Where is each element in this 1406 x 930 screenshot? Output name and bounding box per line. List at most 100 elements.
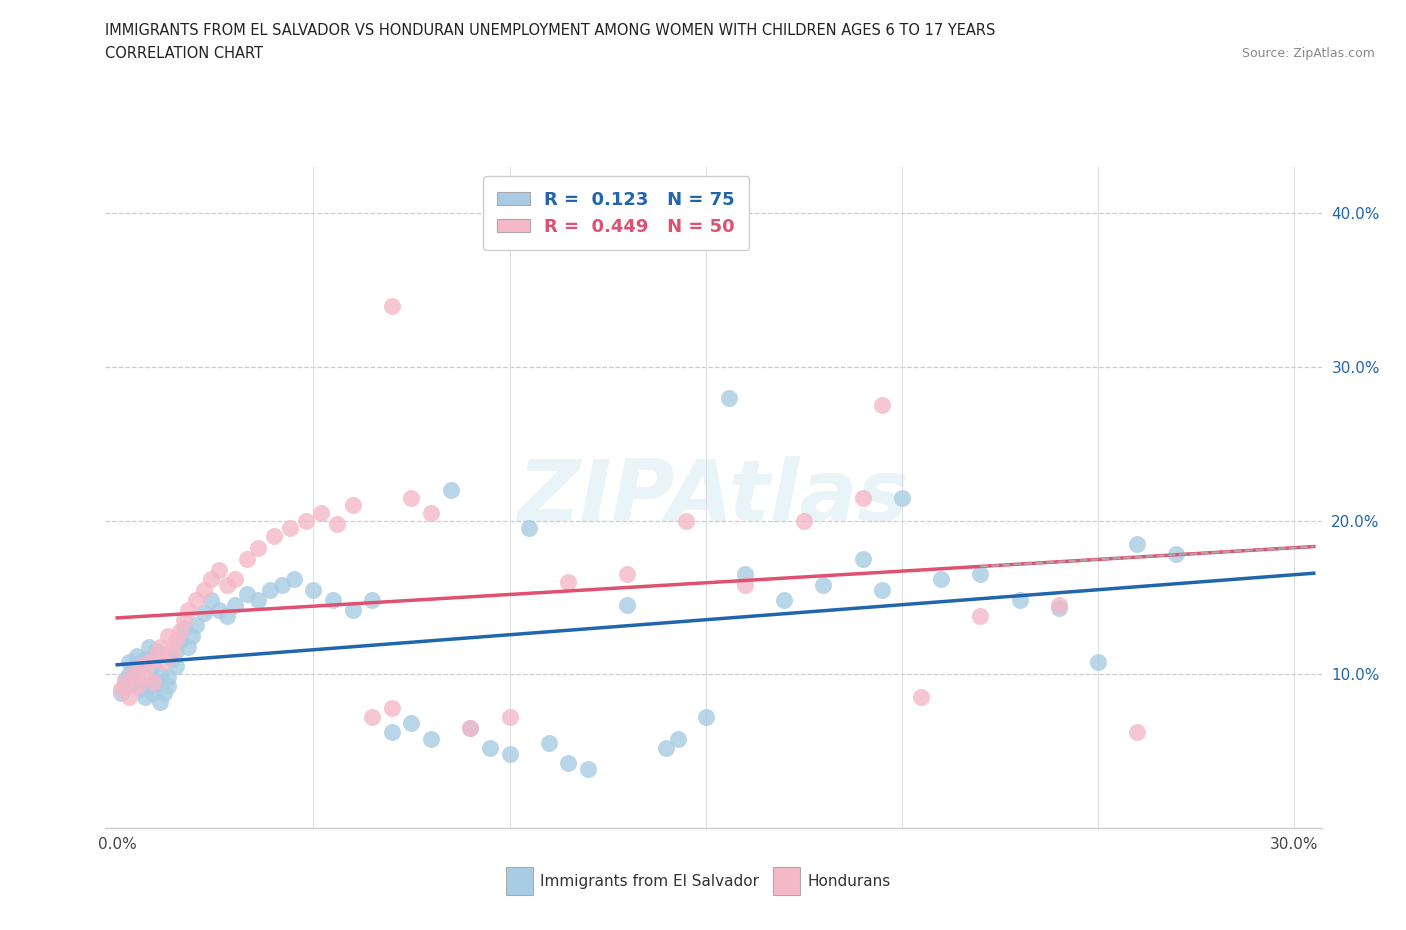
Bar xyxy=(773,868,800,896)
Point xyxy=(247,540,270,555)
Point xyxy=(675,513,697,528)
Point xyxy=(1126,537,1149,551)
Text: ZIPAtlas: ZIPAtlas xyxy=(517,456,910,539)
Point xyxy=(149,695,172,710)
Point xyxy=(193,605,215,620)
Point xyxy=(557,575,579,590)
Point xyxy=(381,725,404,740)
Point xyxy=(184,593,207,608)
Point xyxy=(263,528,285,543)
Point xyxy=(381,700,404,715)
Point xyxy=(177,603,200,618)
Point xyxy=(870,582,893,597)
Point xyxy=(193,582,215,597)
Point xyxy=(361,710,384,724)
Point xyxy=(160,644,183,658)
Point xyxy=(616,567,638,582)
Point xyxy=(138,655,160,670)
Text: Source: ZipAtlas.com: Source: ZipAtlas.com xyxy=(1241,46,1375,60)
Point xyxy=(1008,593,1031,608)
Point xyxy=(576,762,599,777)
Point xyxy=(165,633,187,648)
Point xyxy=(498,710,520,724)
Point xyxy=(517,521,540,536)
Point xyxy=(322,593,344,608)
Point xyxy=(145,644,167,658)
Point xyxy=(773,593,796,608)
Point xyxy=(110,685,132,700)
Point xyxy=(420,506,443,521)
Point xyxy=(734,578,756,592)
Point xyxy=(557,756,579,771)
Text: CORRELATION CHART: CORRELATION CHART xyxy=(105,46,263,61)
Point xyxy=(969,608,991,623)
Point xyxy=(122,667,145,682)
Point xyxy=(666,731,689,746)
Text: IMMIGRANTS FROM EL SALVADOR VS HONDURAN UNEMPLOYMENT AMONG WOMEN WITH CHILDREN A: IMMIGRANTS FROM EL SALVADOR VS HONDURAN … xyxy=(105,23,995,38)
Point xyxy=(440,483,463,498)
Point xyxy=(852,490,875,505)
Point xyxy=(157,670,180,684)
Point xyxy=(969,567,991,582)
Point xyxy=(200,572,222,587)
Point xyxy=(1166,547,1188,562)
Point xyxy=(458,721,481,736)
Point xyxy=(138,679,160,694)
Point xyxy=(149,667,172,682)
Point xyxy=(208,563,231,578)
Point xyxy=(177,639,200,654)
Point xyxy=(361,593,384,608)
Point xyxy=(224,598,246,613)
Point xyxy=(498,747,520,762)
Point xyxy=(129,682,152,697)
Point xyxy=(208,603,231,618)
Point xyxy=(122,674,145,689)
Point xyxy=(134,670,156,684)
Point xyxy=(1126,725,1149,740)
Point xyxy=(138,639,160,654)
Point xyxy=(734,567,756,582)
Point xyxy=(929,572,952,587)
Point xyxy=(165,644,187,658)
Point xyxy=(458,721,481,736)
Point xyxy=(114,672,136,687)
Point xyxy=(134,690,156,705)
Point xyxy=(381,299,404,313)
Point xyxy=(153,685,176,700)
Point xyxy=(200,593,222,608)
Point xyxy=(184,618,207,632)
Point xyxy=(165,659,187,674)
Point xyxy=(141,659,163,674)
Text: Immigrants from El Salvador: Immigrants from El Salvador xyxy=(540,873,759,889)
Point xyxy=(478,740,501,755)
Point xyxy=(852,551,875,566)
Point xyxy=(890,490,912,505)
Point xyxy=(149,639,172,654)
Point xyxy=(110,682,132,697)
Point xyxy=(401,490,423,505)
Point xyxy=(141,685,163,700)
Point xyxy=(217,578,239,592)
Point xyxy=(145,674,167,689)
Point xyxy=(294,513,316,528)
Point xyxy=(910,690,932,705)
Point xyxy=(145,648,167,663)
Text: Hondurans: Hondurans xyxy=(807,873,890,889)
Point xyxy=(235,551,257,566)
Point xyxy=(283,572,305,587)
Point xyxy=(342,603,364,618)
Point xyxy=(309,506,332,521)
Point xyxy=(118,690,141,705)
Point xyxy=(169,624,191,639)
Point xyxy=(1087,655,1109,670)
Point xyxy=(655,740,678,755)
Point xyxy=(173,613,195,628)
Point xyxy=(401,716,423,731)
Point xyxy=(114,679,136,694)
Point xyxy=(537,736,560,751)
Point xyxy=(326,516,349,531)
Point xyxy=(247,593,270,608)
Point xyxy=(870,398,893,413)
Point xyxy=(122,659,145,674)
Legend: R =  0.123   N = 75, R =  0.449   N = 50: R = 0.123 N = 75, R = 0.449 N = 50 xyxy=(484,177,749,250)
